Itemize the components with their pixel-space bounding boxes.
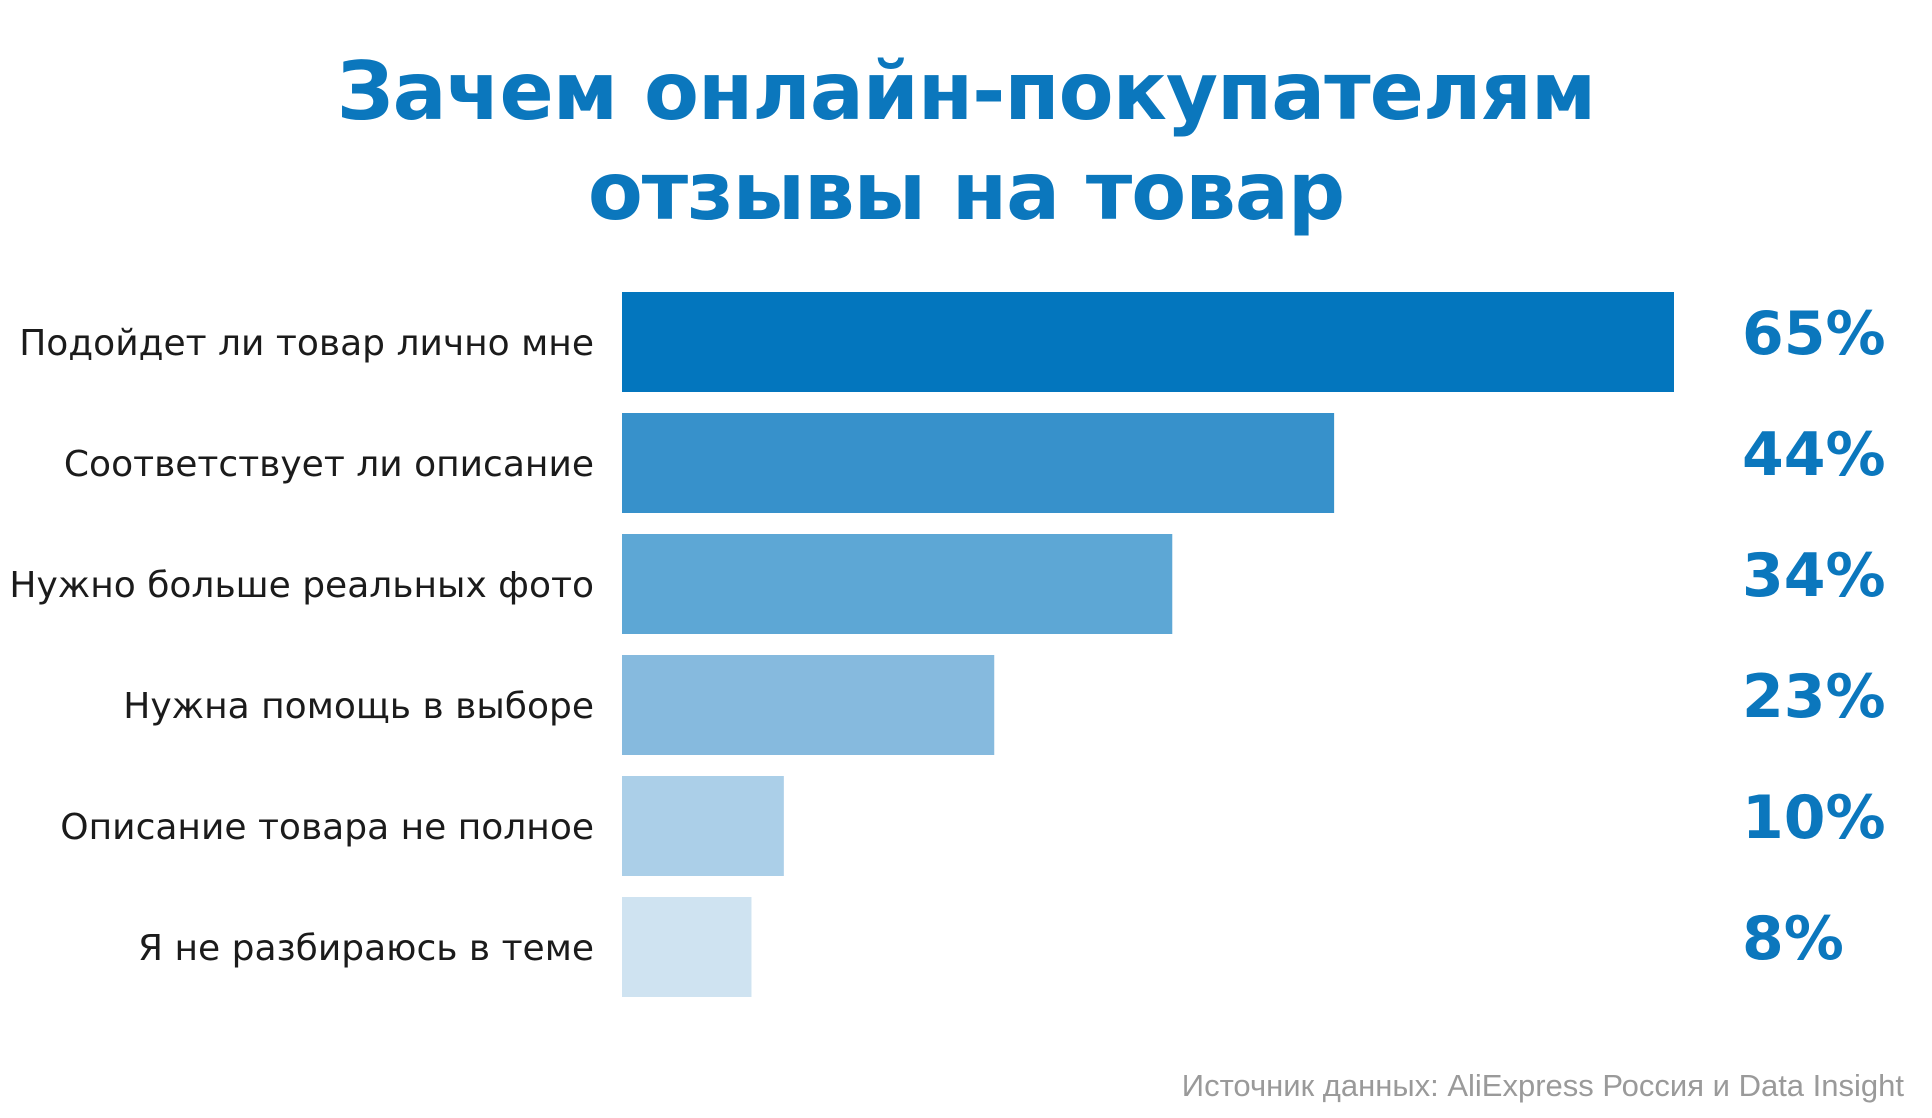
category-label-4: Нужна помощь в выборе (123, 686, 594, 727)
category-label-3: Нужно больше реальных фото (9, 565, 594, 606)
bar-1 (622, 292, 1674, 392)
category-label-1: Подойдет ли товар лично мне (19, 323, 594, 364)
chart-title: Зачем онлайн-покупателям отзывы на товар (0, 42, 1932, 242)
bar-6 (622, 897, 752, 997)
chart-title-line-2: отзывы на товар (587, 145, 1345, 238)
category-label-5: Описание товара не полное (60, 807, 594, 848)
value-label-5: 10% (1742, 783, 1886, 853)
value-label-6: 8% (1742, 904, 1844, 974)
category-label-2: Соответствует ли описание (64, 444, 594, 485)
source-note: Источник данных: AliExpress Россия и Dat… (1181, 1068, 1904, 1103)
value-label-4: 23% (1742, 662, 1886, 732)
chart-title-line-1: Зачем онлайн-покупателям (336, 45, 1597, 138)
bar-4 (622, 655, 995, 755)
bar-5 (622, 776, 784, 876)
value-label-1: 65% (1742, 299, 1886, 369)
bar-3 (622, 534, 1173, 634)
value-label-2: 44% (1742, 420, 1886, 490)
category-label-6: Я не разбираюсь в теме (138, 928, 594, 969)
bar-2 (622, 413, 1335, 513)
value-label-3: 34% (1742, 541, 1886, 611)
